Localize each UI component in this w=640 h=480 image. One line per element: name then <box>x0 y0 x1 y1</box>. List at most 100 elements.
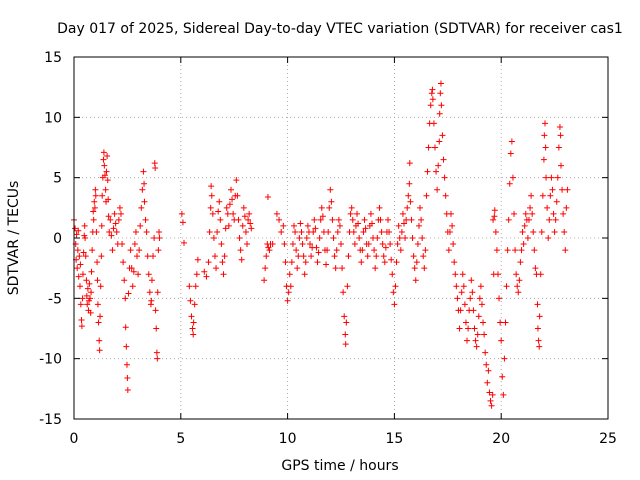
data-point <box>285 289 292 296</box>
data-point <box>74 265 81 272</box>
data-point <box>148 297 155 304</box>
data-point <box>473 343 480 350</box>
x-tick-label: 5 <box>176 431 185 447</box>
data-point <box>125 290 132 297</box>
data-point <box>291 222 298 229</box>
data-point <box>557 132 564 139</box>
data-point <box>429 86 436 93</box>
data-point <box>143 228 150 235</box>
data-point <box>430 120 437 127</box>
data-point <box>354 210 361 217</box>
data-point <box>105 196 112 203</box>
data-point <box>296 235 303 241</box>
data-point <box>222 225 229 232</box>
data-point <box>374 235 381 241</box>
data-point <box>470 307 477 314</box>
data-point <box>390 289 397 296</box>
data-point <box>478 301 485 308</box>
data-point <box>349 216 356 223</box>
data-point <box>181 239 188 246</box>
data-point <box>536 343 543 350</box>
data-point <box>153 349 160 356</box>
data-point <box>282 259 289 266</box>
data-point <box>513 271 520 278</box>
data-point <box>332 265 339 272</box>
data-point <box>142 216 149 223</box>
data-point <box>539 192 546 199</box>
data-point <box>110 225 117 232</box>
data-point <box>178 210 185 217</box>
data-point <box>302 259 309 266</box>
data-point <box>191 301 198 308</box>
data-point <box>439 132 446 139</box>
data-point <box>437 80 444 87</box>
data-point <box>83 277 90 284</box>
y-axis-tick-labels: -15 -10 -5 0 5 10 15 <box>39 50 62 428</box>
data-point <box>298 228 305 235</box>
data-point <box>381 259 388 266</box>
data-point <box>507 150 514 157</box>
data-point <box>80 249 87 256</box>
data-point <box>344 283 351 290</box>
data-point <box>342 341 349 348</box>
data-point <box>468 277 475 284</box>
data-point <box>74 247 81 254</box>
data-point <box>315 249 322 256</box>
chart-title: Day 017 of 2025, Sidereal Day-to-day VTE… <box>57 21 623 37</box>
data-point <box>537 271 544 278</box>
data-point <box>84 301 91 308</box>
y-tick-label: 5 <box>53 171 62 187</box>
data-point <box>433 168 440 175</box>
data-point <box>136 247 143 254</box>
data-point <box>76 283 83 290</box>
data-point <box>307 241 314 248</box>
data-point <box>560 210 567 217</box>
data-point <box>395 222 402 229</box>
data-point <box>451 259 458 266</box>
x-tick-label: 10 <box>279 431 297 447</box>
data-point <box>453 283 460 290</box>
data-point <box>350 228 357 235</box>
data-point <box>382 244 389 251</box>
data-point <box>459 271 466 278</box>
data-point <box>331 253 338 260</box>
data-point <box>437 90 444 97</box>
data-point <box>82 235 89 241</box>
data-point <box>388 256 395 263</box>
data-point <box>148 277 155 284</box>
data-point <box>436 138 443 145</box>
data-point <box>262 265 269 272</box>
data-point <box>364 253 371 260</box>
y-axis-label: SDTVAR / TECUs <box>6 181 22 296</box>
data-point <box>102 186 109 193</box>
data-point <box>234 192 241 199</box>
data-point <box>239 222 246 229</box>
data-point <box>406 180 413 187</box>
data-point <box>555 144 562 151</box>
data-point <box>214 228 221 235</box>
data-point <box>460 283 467 290</box>
data-point <box>450 241 457 248</box>
data-point <box>474 331 481 338</box>
data-point <box>333 247 340 254</box>
data-point <box>304 222 311 229</box>
data-point <box>442 192 449 199</box>
data-point <box>215 208 222 215</box>
data-point <box>462 319 469 326</box>
data-point <box>406 160 413 167</box>
data-point <box>124 374 131 381</box>
data-point <box>528 192 535 199</box>
data-point <box>201 268 208 275</box>
data-point <box>235 216 242 223</box>
x-axis-tick-labels: 0 5 10 15 20 25 <box>70 431 617 447</box>
data-point <box>441 174 448 181</box>
data-point <box>414 241 421 248</box>
data-point <box>323 261 330 268</box>
data-point <box>127 247 134 254</box>
data-point <box>236 235 243 241</box>
data-point <box>87 309 94 316</box>
data-point <box>389 271 396 278</box>
data-point <box>112 220 119 227</box>
data-point <box>152 165 159 172</box>
data-point <box>351 241 358 248</box>
